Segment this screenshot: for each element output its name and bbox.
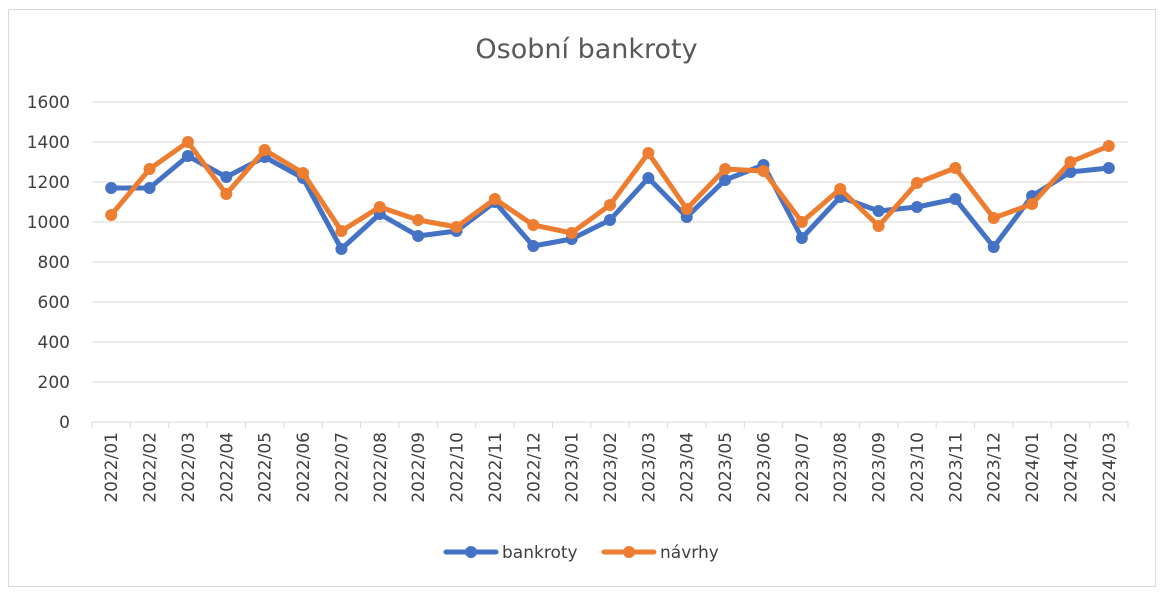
data-point-bankroty <box>604 214 616 226</box>
data-point-bankroty <box>1102 162 1115 174</box>
data-point-návrhy <box>949 162 962 174</box>
data-point-návrhy <box>1064 156 1077 168</box>
data-point-návrhy <box>373 201 386 213</box>
x-tick-label: 2022/07 <box>332 432 352 503</box>
y-tick-label: 200 <box>38 373 70 393</box>
data-point-návrhy <box>565 227 578 239</box>
legend-item-bankroty: bankroty <box>443 543 578 563</box>
data-point-návrhy <box>181 136 194 148</box>
data-point-bankroty <box>412 230 425 242</box>
data-point-bankroty <box>527 240 540 252</box>
x-tick-label: 2023/07 <box>793 432 813 503</box>
data-point-návrhy <box>1102 140 1115 152</box>
x-tick-label: 2024/01 <box>1023 432 1043 503</box>
data-point-návrhy <box>450 221 463 233</box>
y-axis-ticks: 0 200 400 600 800 1000 1200 1400 1600 <box>27 93 70 433</box>
x-tick-label: 2023/02 <box>601 432 621 503</box>
data-point-návrhy <box>1026 198 1039 210</box>
x-tick-label: 2023/06 <box>754 432 774 503</box>
y-tick-label: 1400 <box>27 133 70 153</box>
data-point-návrhy <box>488 193 501 205</box>
series-bankroty <box>105 150 1115 255</box>
data-point-návrhy <box>335 225 348 237</box>
x-tick-label: 2022/01 <box>102 432 122 503</box>
y-tick-label: 400 <box>38 333 70 353</box>
data-point-bankroty <box>949 193 962 205</box>
x-tick-label: 2022/05 <box>256 432 276 503</box>
x-tick-label: 2022/09 <box>409 432 429 503</box>
data-point-návrhy <box>642 147 655 159</box>
data-point-bankroty <box>143 182 156 194</box>
x-axis-ticks: 2022/01 2022/02 2022/03 2022/04 2022/05 2022/… <box>91 422 1129 503</box>
data-point-bankroty <box>181 150 194 162</box>
gridlines <box>92 101 1128 423</box>
chart-title: Osobní bankroty <box>475 34 698 65</box>
data-point-návrhy <box>834 183 847 195</box>
data-point-návrhy <box>220 188 233 200</box>
data-point-návrhy <box>412 214 425 226</box>
x-tick-label: 2022/06 <box>294 432 314 503</box>
legend: bankroty návrhy <box>443 543 719 563</box>
data-point-návrhy <box>297 167 310 179</box>
x-tick-label: 2022/11 <box>486 432 506 503</box>
y-tick-label: 1000 <box>27 213 70 233</box>
legend-swatch-marker <box>465 546 477 558</box>
x-tick-label: 2023/12 <box>985 432 1005 503</box>
data-point-návrhy <box>872 220 885 232</box>
series-návrhy <box>105 136 1115 239</box>
x-tick-label: 2023/05 <box>716 432 736 503</box>
x-tick-label: 2023/09 <box>870 432 890 503</box>
data-point-bankroty <box>642 172 655 184</box>
x-tick-label: 2022/02 <box>141 432 161 503</box>
x-tick-label: 2022/10 <box>448 432 468 503</box>
x-tick-label: 2023/08 <box>831 432 851 503</box>
x-tick-label: 2023/11 <box>946 432 966 503</box>
data-point-návrhy <box>527 219 540 231</box>
x-tick-label: 2022/08 <box>371 432 391 503</box>
y-tick-label: 600 <box>38 293 70 313</box>
x-tick-label: 2023/04 <box>678 432 698 503</box>
x-tick-label: 2022/03 <box>179 432 199 503</box>
x-tick-label: 2023/03 <box>639 432 659 503</box>
data-point-návrhy <box>258 144 271 156</box>
legend-swatch-marker <box>623 546 635 558</box>
legend-label: návrhy <box>660 543 719 563</box>
data-point-návrhy <box>795 216 808 228</box>
data-point-návrhy <box>604 199 616 211</box>
legend-item-návrhy: návrhy <box>601 543 719 563</box>
series-group <box>105 136 1115 255</box>
y-tick-label: 0 <box>59 413 70 433</box>
data-point-bankroty <box>795 232 808 244</box>
data-point-bankroty <box>872 205 885 217</box>
data-point-návrhy <box>910 177 923 189</box>
y-tick-label: 1200 <box>27 173 70 193</box>
chart-frame <box>8 9 1156 587</box>
x-tick-label: 2023/10 <box>908 432 928 503</box>
data-point-bankroty <box>987 241 1000 253</box>
data-point-bankroty <box>910 201 923 213</box>
x-tick-label: 2024/02 <box>1061 432 1081 503</box>
data-point-bankroty <box>220 171 233 183</box>
y-tick-label: 800 <box>38 253 70 273</box>
data-point-bankroty <box>1064 166 1077 178</box>
data-point-návrhy <box>757 165 770 177</box>
x-tick-label: 2024/03 <box>1100 432 1120 503</box>
data-point-bankroty <box>105 182 118 194</box>
x-tick-label: 2023/01 <box>563 432 583 503</box>
data-point-návrhy <box>719 163 732 175</box>
data-point-bankroty <box>335 243 348 255</box>
data-point-návrhy <box>680 203 693 215</box>
x-tick-label: 2022/04 <box>217 432 237 503</box>
data-point-návrhy <box>143 163 156 175</box>
legend-label: bankroty <box>502 543 578 563</box>
y-tick-label: 1600 <box>27 93 70 113</box>
data-point-návrhy <box>105 209 118 221</box>
data-point-návrhy <box>987 212 1000 224</box>
x-tick-label: 2022/12 <box>524 432 544 503</box>
data-point-bankroty <box>719 174 732 186</box>
